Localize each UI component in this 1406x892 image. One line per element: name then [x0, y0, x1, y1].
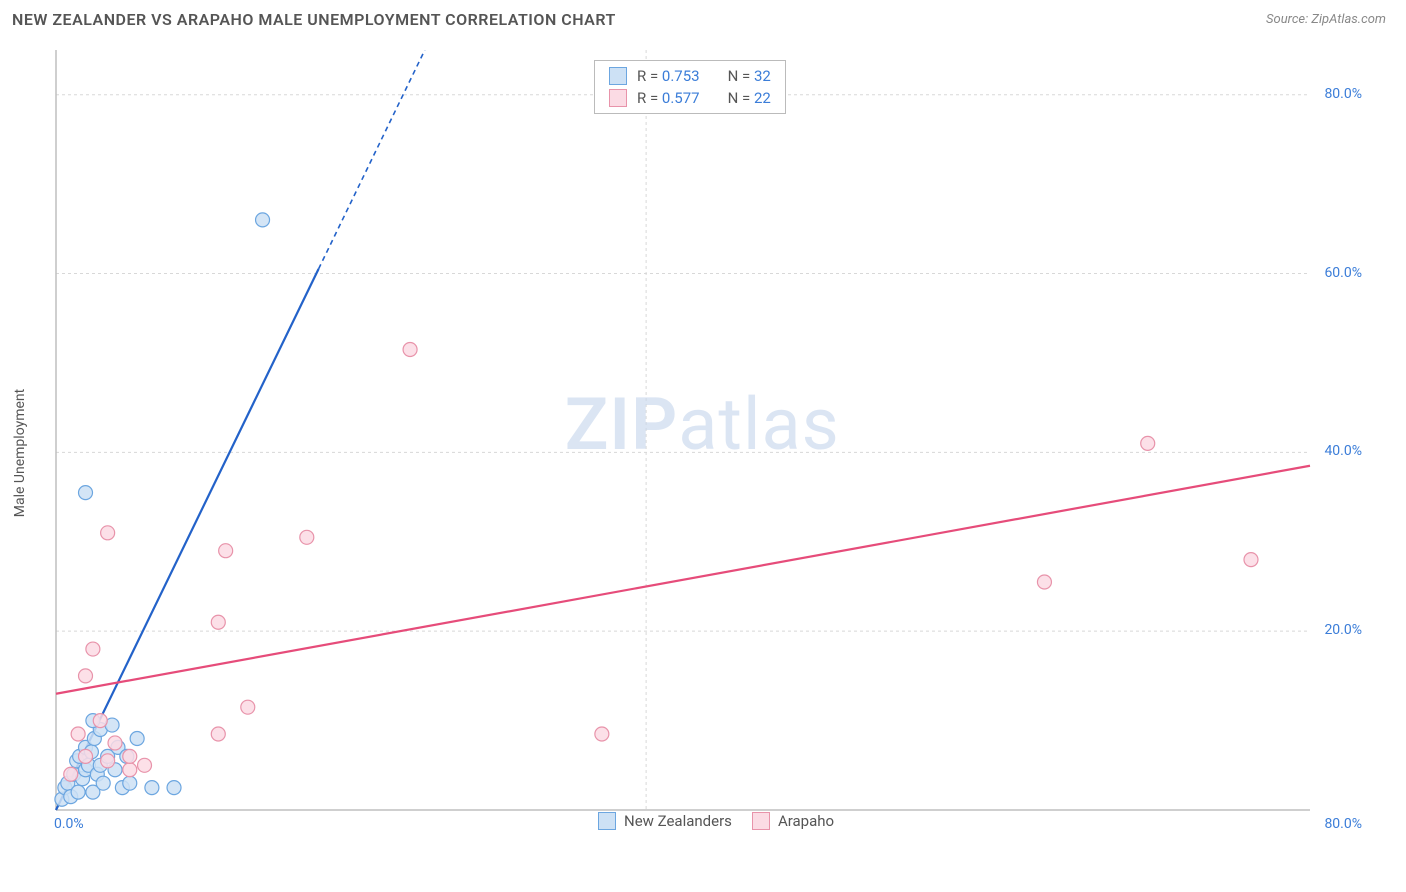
source-attribution: Source: ZipAtlas.com	[1266, 12, 1386, 27]
series-name: New Zealanders	[624, 812, 732, 830]
series-name: Arapaho	[778, 812, 834, 830]
y-tick-label: 20.0%	[1324, 622, 1362, 638]
scatter-plot	[50, 50, 1370, 840]
series-legend-item: New Zealanders	[598, 812, 732, 830]
stat-n-label: N = 32	[728, 67, 771, 85]
x-origin-label: 0.0%	[54, 816, 84, 832]
legend-swatch	[609, 89, 627, 107]
y-axis-label: Male Unemployment	[12, 389, 28, 517]
stats-row: R = 0.577 N = 22	[595, 87, 785, 109]
y-tick-label: 60.0%	[1324, 265, 1362, 281]
stat-n-value: 32	[754, 67, 771, 85]
series-legend: New Zealanders Arapaho	[598, 812, 834, 830]
legend-swatch	[609, 67, 627, 85]
stats-legend: R = 0.753 N = 32 R = 0.577 N = 22	[594, 60, 786, 114]
chart-area: Male Unemployment ZIPatlas R = 0.753N = …	[50, 50, 1370, 840]
legend-swatch	[598, 812, 616, 830]
stat-n-value: 22	[754, 89, 771, 107]
y-tick-label: 40.0%	[1324, 443, 1362, 459]
stats-row: R = 0.753 N = 32	[595, 65, 785, 87]
stat-r-value: 0.577	[662, 89, 700, 107]
chart-header: NEW ZEALANDER VS ARAPAHO MALE UNEMPLOYME…	[0, 0, 1406, 31]
stat-n-label: N = 22	[728, 89, 771, 107]
x-max-label: 80.0%	[1324, 816, 1362, 832]
stat-r-label: R = 0.577	[637, 89, 700, 107]
series-legend-item: Arapaho	[752, 812, 834, 830]
stat-r-value: 0.753	[662, 67, 700, 85]
legend-swatch	[752, 812, 770, 830]
y-tick-label: 80.0%	[1324, 86, 1362, 102]
stat-r-label: R = 0.753	[637, 67, 700, 85]
chart-title: NEW ZEALANDER VS ARAPAHO MALE UNEMPLOYME…	[12, 10, 616, 29]
